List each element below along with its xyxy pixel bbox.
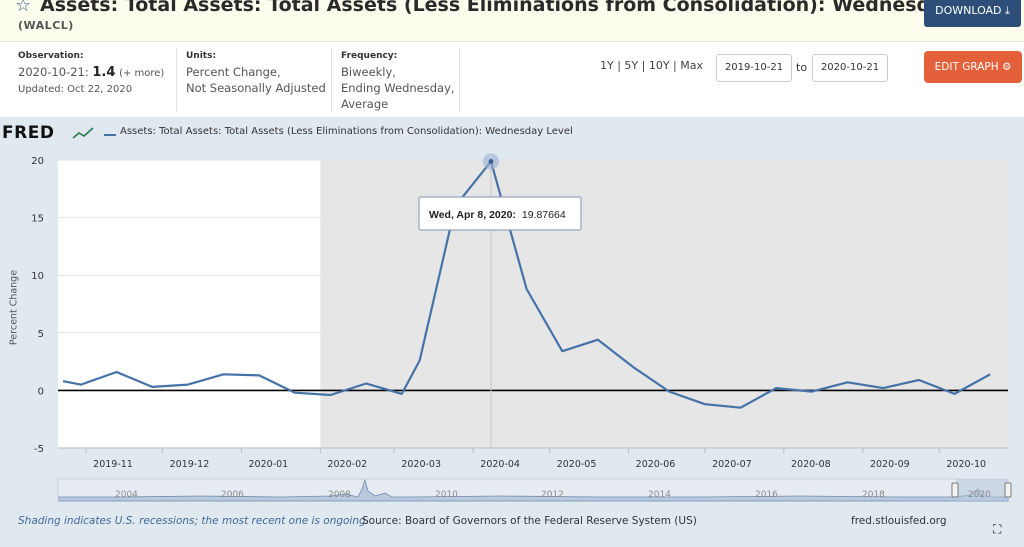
navigator-year-2004: 2004 bbox=[115, 490, 138, 500]
range-max[interactable]: Max bbox=[680, 59, 704, 72]
hover-point[interactable] bbox=[488, 159, 494, 164]
observation-value: 1.4 bbox=[92, 65, 116, 80]
units-value-2: Not Seasonally Adjusted bbox=[186, 81, 326, 95]
units-label: Units: bbox=[186, 51, 217, 61]
download-button[interactable]: DOWNLOAD ⤓ bbox=[924, 0, 1021, 27]
y-axis-ticks: 20 15 10 5 0 -5 bbox=[31, 156, 44, 455]
observation-label: Observation: bbox=[18, 51, 84, 61]
page-title: Assets: Total Assets: Total Assets (Less… bbox=[40, 0, 1019, 16]
series-metadata: Observation: 2020-10-21: 1.4 (+ more) Up… bbox=[0, 41, 1024, 117]
fred-logo: FRED bbox=[2, 123, 55, 143]
divider bbox=[331, 48, 332, 112]
navigator-handle-left[interactable] bbox=[951, 482, 959, 498]
x-tick-label: 2020-03 bbox=[401, 459, 441, 470]
edit-graph-button[interactable]: EDIT GRAPH ⚙ bbox=[924, 51, 1022, 83]
start-date-input[interactable]: 2019-10-21 bbox=[716, 54, 792, 82]
observation-more-link[interactable]: (+ more) bbox=[119, 68, 165, 79]
x-tick-label: 2020-02 bbox=[327, 459, 367, 470]
end-date-input[interactable]: 2020-10-21 bbox=[812, 54, 888, 82]
navigator-year-2016: 2016 bbox=[755, 490, 778, 500]
tooltip-date: Wed, Apr 8, 2020: bbox=[429, 209, 516, 221]
legend-label: Assets: Total Assets: Total Assets (Less… bbox=[120, 126, 573, 137]
y-tick-label: 0 bbox=[38, 386, 44, 397]
y-tick-label: 20 bbox=[31, 156, 44, 167]
navigator-year-2018: 2018 bbox=[862, 490, 885, 500]
navigator-selection bbox=[956, 479, 1008, 501]
y-tick-label: 10 bbox=[31, 271, 44, 282]
svg-text:Wed, Apr 8, 2020: 19.876: Wed, Apr 8, 2020: 19.87664 bbox=[429, 209, 566, 221]
recession-note: Shading indicates U.S. recessions; the m… bbox=[18, 515, 370, 527]
navigator-year-2020: 2020 bbox=[968, 490, 991, 500]
range-1y[interactable]: 1Y bbox=[600, 59, 614, 72]
y-tick-label: 15 bbox=[31, 214, 44, 225]
divider bbox=[459, 48, 460, 112]
y-tick-label: 5 bbox=[38, 329, 44, 340]
frequency-value-2: Ending Wednesday, bbox=[341, 81, 455, 95]
frequency-label: Frequency: bbox=[341, 51, 398, 61]
source-text: Source: Board of Governors of the Federa… bbox=[362, 515, 697, 527]
navigator-year-2006: 2006 bbox=[221, 490, 244, 500]
y-tick-label: -5 bbox=[34, 444, 44, 455]
observation-block: Observation: 2020-10-21: 1.4 (+ more) Up… bbox=[18, 50, 164, 98]
x-tick-label: 2020-10 bbox=[946, 459, 986, 470]
x-tick-label: 2019-11 bbox=[93, 459, 133, 470]
updated-date: Updated: Oct 22, 2020 bbox=[18, 84, 133, 95]
divider bbox=[176, 48, 177, 112]
navigator-year-2014: 2014 bbox=[648, 490, 671, 500]
observation-date: 2020-10-21: bbox=[18, 65, 89, 79]
fred-logo-chart-icon bbox=[72, 125, 94, 141]
range-10y[interactable]: 10Y bbox=[648, 59, 670, 72]
range-navigator[interactable]: 2004 2006 2008 2010 2012 2014 2016 2018 … bbox=[57, 478, 1012, 502]
x-tick-label: 2020-09 bbox=[870, 459, 910, 470]
x-tick-label: 2020-07 bbox=[712, 459, 752, 470]
x-tick-label: 2020-05 bbox=[557, 459, 597, 470]
x-tick-label: 2020-04 bbox=[480, 459, 520, 470]
to-label: to bbox=[796, 61, 808, 74]
x-axis-ticks: 2019-11 2019-12 2020-01 2020-02 2020-03 2020-… bbox=[58, 447, 1008, 470]
frequency-block: Frequency: Biweekly, Ending Wednesday, A… bbox=[341, 50, 455, 112]
x-tick-label: 2020-01 bbox=[249, 459, 289, 470]
navigator-year-2012: 2012 bbox=[541, 490, 564, 500]
x-tick-label: 2020-08 bbox=[791, 459, 831, 470]
frequency-value-3: Average bbox=[341, 97, 389, 111]
x-tick-label: 2019-12 bbox=[170, 459, 210, 470]
navigator-year-2008: 2008 bbox=[328, 490, 351, 500]
navigator-handle-right[interactable] bbox=[1004, 482, 1012, 498]
frequency-value-1: Biweekly, bbox=[341, 65, 396, 79]
tooltip: Wed, Apr 8, 2020: 19.87664 bbox=[418, 196, 582, 231]
navigator-year-labels: 2004 2006 2008 2010 2012 2014 2016 2018 … bbox=[115, 490, 991, 500]
title-bar: ☆ Assets: Total Assets: Total Assets (Le… bbox=[0, 0, 1024, 41]
expand-icon[interactable]: ⛶ bbox=[993, 522, 1002, 536]
units-value-1: Percent Change, bbox=[186, 65, 281, 79]
legend-swatch bbox=[104, 134, 116, 136]
units-block: Units: Percent Change, Not Seasonally Ad… bbox=[186, 50, 326, 96]
star-icon[interactable]: ☆ bbox=[15, 0, 32, 16]
range-selector: 1Y | 5Y | 10Y | Max bbox=[600, 59, 704, 72]
series-id: (WALCL) bbox=[18, 19, 74, 32]
site-link[interactable]: fred.stlouisfed.org bbox=[851, 515, 947, 527]
tooltip-value: 19.87664 bbox=[522, 209, 566, 221]
range-5y[interactable]: 5Y bbox=[624, 59, 639, 72]
navigator-year-2010: 2010 bbox=[435, 490, 458, 500]
x-tick-label: 2020-06 bbox=[636, 459, 676, 470]
